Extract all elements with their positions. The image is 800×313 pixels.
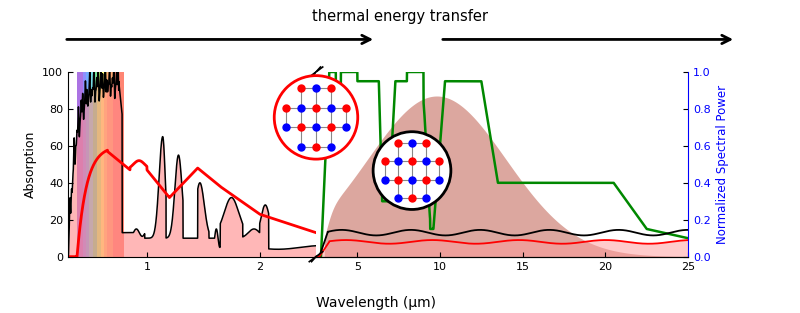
Circle shape — [274, 76, 358, 159]
Y-axis label: Normalized Spectral Power: Normalized Spectral Power — [716, 85, 729, 244]
Y-axis label: Absorption: Absorption — [23, 131, 37, 198]
Circle shape — [373, 132, 451, 209]
Text: Wavelength (μm): Wavelength (μm) — [316, 296, 436, 310]
Text: thermal energy transfer: thermal energy transfer — [312, 9, 488, 24]
